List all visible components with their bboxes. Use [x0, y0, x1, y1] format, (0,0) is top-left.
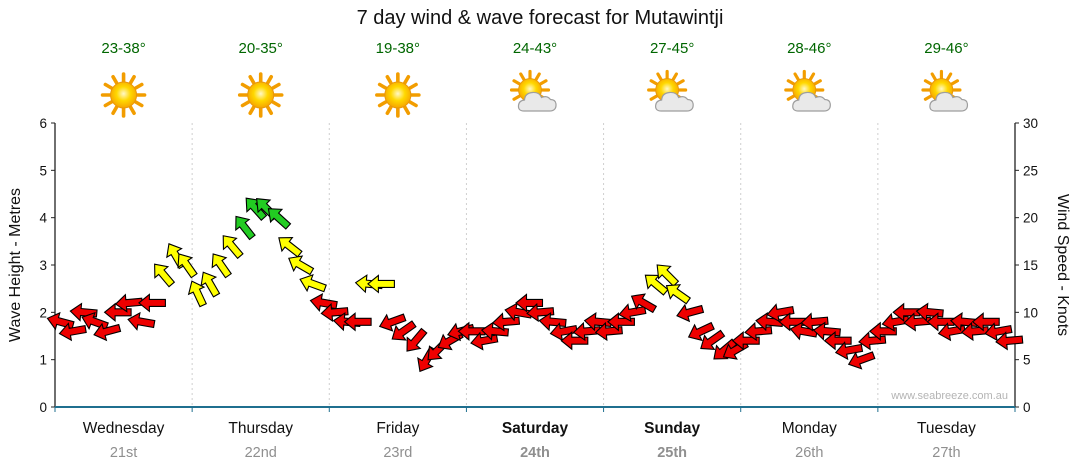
wind-arrow [127, 311, 156, 331]
wind-arrow [800, 312, 829, 332]
day-name-label: Sunday [644, 420, 700, 437]
wind-arrow [114, 293, 143, 313]
wind-arrow [391, 320, 417, 341]
wind-arrow [755, 311, 784, 332]
sun-cloud-icon [509, 69, 557, 112]
wind-arrow [245, 197, 268, 221]
day-temperature: 19-38° [376, 40, 420, 57]
wind-arrow [235, 215, 256, 241]
day-temperature: 29-46° [924, 40, 968, 57]
wind-arrow [656, 264, 680, 287]
wind-arrow [778, 312, 807, 332]
day-date-label: 26th [795, 445, 823, 461]
wind-arrow [103, 302, 132, 322]
day-date-label: 25th [657, 445, 687, 461]
axis-tick-label: 5 [1023, 353, 1031, 368]
wind-arrow [367, 274, 395, 294]
wind-arrow [58, 322, 87, 342]
wind-arrow [687, 321, 715, 342]
day-temperature: 24-43° [513, 40, 557, 57]
wind-arrow [892, 302, 921, 322]
chart-title: 7 day wind & wave forecast for Mutawintj… [356, 7, 724, 29]
day-date-label: 24th [520, 445, 550, 461]
axis-tick-label: 1 [39, 353, 47, 368]
wind-arrow [457, 321, 486, 341]
wind-arrow [278, 236, 303, 258]
wind-arrow [267, 208, 292, 230]
wind-arrow [480, 321, 510, 341]
sun-cloud-icon [784, 69, 831, 112]
wind-arrow [700, 329, 726, 351]
sun-cloud-icon [647, 69, 694, 112]
wind-arrow [378, 313, 407, 332]
day-name-label: Tuesday [917, 420, 976, 437]
wind-arrow [320, 302, 349, 323]
wind-arrow [823, 331, 852, 351]
axis-tick-label: 6 [39, 116, 47, 131]
axis-tick-label: 3 [39, 258, 47, 273]
axis-tick-label: 20 [1023, 211, 1038, 226]
wind-arrow [630, 293, 658, 314]
wind-arrow [926, 312, 955, 332]
day-date-label: 22nd [245, 445, 277, 461]
axis-tick-label: 5 [39, 163, 47, 178]
wind-arrow [515, 293, 544, 313]
wind-arrow [222, 235, 244, 260]
wind-arrow [834, 341, 864, 361]
axis-tick-label: 25 [1023, 163, 1038, 178]
axis-tick-label: 10 [1023, 305, 1038, 320]
sun-cloud-icon [921, 69, 969, 112]
wind-arrow [343, 312, 372, 332]
day-date-label: 23rd [383, 445, 412, 461]
day-date-label: 21st [110, 445, 137, 461]
axis-tick-label: 2 [39, 305, 47, 320]
wind-arrow [676, 303, 705, 323]
day-name-label: Saturday [502, 420, 569, 437]
axis-tick-label: 15 [1023, 258, 1038, 273]
sun-icon [375, 72, 421, 118]
wind-arrow [644, 274, 669, 296]
wind-arrow [154, 263, 176, 288]
day-temperature: 20-35° [239, 40, 283, 57]
wind-arrow [299, 273, 327, 293]
axis-tick-label: 0 [1023, 400, 1031, 415]
axis-tick-label: 0 [39, 400, 47, 415]
day-temperature: 23-38° [101, 40, 145, 57]
wind-arrow [847, 351, 876, 370]
wind-arrow [766, 303, 795, 323]
wind-arrow [93, 322, 122, 342]
day-date-label: 27th [932, 445, 960, 461]
axis-tick-label: 30 [1023, 116, 1038, 131]
wind-arrow [526, 302, 555, 323]
wind-arrow [618, 303, 647, 323]
sun-icon [237, 72, 284, 118]
wind-arrow [138, 293, 166, 313]
day-name-label: Wednesday [83, 420, 165, 437]
wind-arrow [984, 322, 1013, 342]
day-name-label: Monday [782, 420, 837, 437]
day-temperature: 28-46° [787, 40, 831, 57]
wind-arrow [971, 312, 1000, 332]
day-name-label: Thursday [228, 420, 293, 437]
wind-arrow [177, 253, 198, 279]
axis-tick-label: 4 [39, 211, 47, 226]
wind-arrow [665, 284, 692, 305]
wind-arrow [187, 280, 207, 308]
wind-arrow [607, 312, 635, 332]
day-name-label: Friday [376, 420, 419, 437]
sun-icon [100, 72, 147, 118]
day-temperature: 27-45° [650, 40, 694, 57]
wind-arrow [211, 253, 232, 279]
wind-arrow [200, 271, 221, 298]
wind-arrow [288, 255, 315, 276]
wind-arrow [995, 331, 1024, 351]
wind-arrow [406, 327, 428, 352]
wind-arrow [549, 322, 578, 342]
watermark: www.seabreeze.com.au [891, 390, 1008, 402]
